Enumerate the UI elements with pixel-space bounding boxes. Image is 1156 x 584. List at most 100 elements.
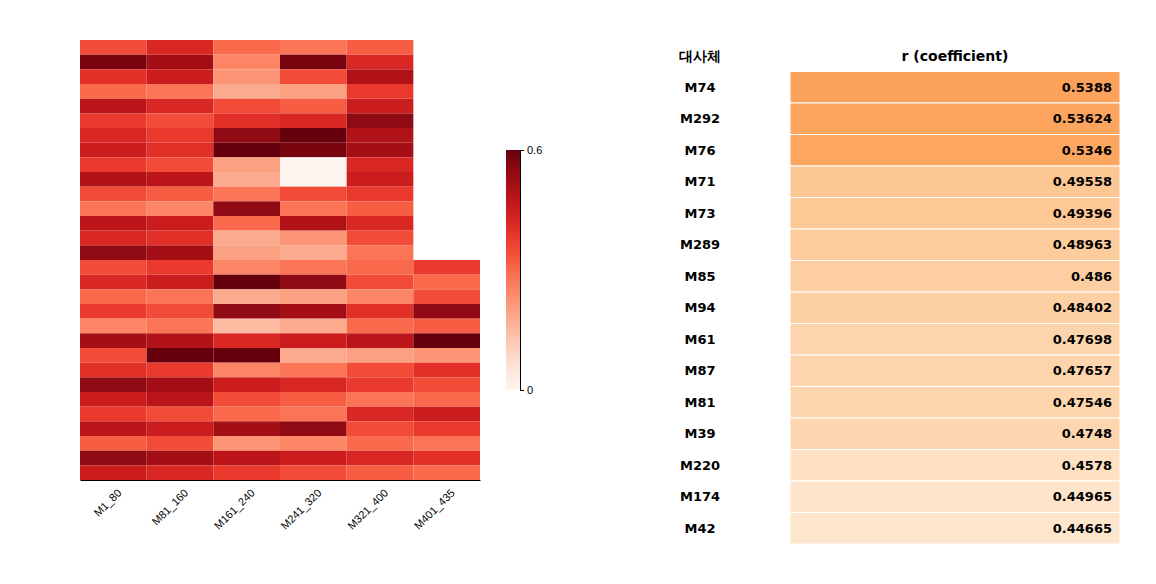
metabolite-label: M81 bbox=[684, 395, 715, 410]
heatmap-cell bbox=[280, 113, 347, 128]
heatmap-cell bbox=[280, 275, 347, 290]
heatmap-cell bbox=[347, 187, 414, 202]
heatmap-cell bbox=[413, 421, 480, 436]
heatmap-cell bbox=[280, 99, 347, 114]
heatmap-cell bbox=[213, 451, 280, 466]
value-cell bbox=[790, 135, 1120, 167]
heatmap-cell bbox=[213, 143, 280, 158]
heatmap-cell bbox=[213, 187, 280, 202]
heatmap-cell bbox=[213, 333, 280, 348]
metabolite-label: M73 bbox=[684, 206, 715, 221]
table: 대사체r (coefficient)M740.5388M2920.53624M7… bbox=[679, 48, 1120, 544]
heatmap-cell bbox=[80, 216, 147, 231]
metabolite-label: M94 bbox=[684, 300, 715, 315]
heatmap-cell bbox=[347, 157, 414, 172]
heatmap-cell bbox=[347, 377, 414, 392]
heatmap-cell bbox=[280, 465, 347, 480]
colorbar-tick: 0.6 bbox=[520, 144, 542, 156]
heatmap-cell bbox=[347, 289, 414, 304]
colorbar-tick-label: 0 bbox=[527, 384, 533, 396]
value-label: 0.44665 bbox=[1053, 521, 1112, 536]
heatmap-cell bbox=[80, 333, 147, 348]
heatmap-cell bbox=[80, 392, 147, 407]
x-tick-label: M81_160 bbox=[149, 487, 190, 528]
metabolite-label: M71 bbox=[684, 174, 715, 189]
heatmap-cell bbox=[280, 392, 347, 407]
heatmap-cell bbox=[280, 172, 347, 187]
heatmap-cell bbox=[147, 55, 214, 70]
value-cell bbox=[790, 481, 1120, 513]
heatmap-cell bbox=[213, 407, 280, 422]
metabolite-label: M87 bbox=[684, 363, 715, 378]
value-label: 0.5388 bbox=[1062, 80, 1112, 95]
value-cell bbox=[790, 229, 1120, 261]
x-tick: M81_160 bbox=[149, 480, 190, 527]
heatmap-cell bbox=[213, 275, 280, 290]
metabolite-label: M220 bbox=[680, 458, 720, 473]
heatmap-cell bbox=[80, 436, 147, 451]
heatmap-cell bbox=[80, 275, 147, 290]
heatmap-cell bbox=[280, 451, 347, 466]
value-label: 0.53624 bbox=[1053, 111, 1112, 126]
heatmap-cell bbox=[213, 40, 280, 55]
heatmap-cell bbox=[280, 333, 347, 348]
heatmap-cell bbox=[280, 289, 347, 304]
heatmap-cell bbox=[147, 187, 214, 202]
heatmap-cell bbox=[80, 465, 147, 480]
heatmap-cell bbox=[147, 348, 214, 363]
metabolite-label: M42 bbox=[684, 521, 715, 536]
heatmap-cell bbox=[347, 275, 414, 290]
x-tick: M321_400 bbox=[345, 480, 390, 532]
heatmap-cell bbox=[413, 377, 480, 392]
heatmap-cell bbox=[80, 55, 147, 70]
heatmap-cell bbox=[80, 69, 147, 84]
heatmap-cell bbox=[280, 319, 347, 334]
heatmap-cell bbox=[413, 275, 480, 290]
value-cell bbox=[790, 450, 1120, 482]
heatmap-cell bbox=[147, 216, 214, 231]
heatmap-cell bbox=[347, 99, 414, 114]
heatmap-cell bbox=[147, 319, 214, 334]
table-row: M870.47657 bbox=[684, 355, 1120, 387]
heatmap-cell bbox=[413, 363, 480, 378]
colorbar-axis-line bbox=[521, 151, 525, 391]
heatmap-cell bbox=[347, 436, 414, 451]
heatmap-cell bbox=[147, 333, 214, 348]
heatmap-cell bbox=[347, 113, 414, 128]
heatmap-cell bbox=[213, 289, 280, 304]
heatmap-cell bbox=[147, 275, 214, 290]
heatmap-cell bbox=[280, 128, 347, 143]
value-cell bbox=[790, 198, 1120, 230]
value-cell bbox=[790, 261, 1120, 293]
table-row: M810.47546 bbox=[684, 387, 1120, 419]
heatmap-cell bbox=[413, 333, 480, 348]
heatmap-cell bbox=[147, 84, 214, 99]
heatmap-cell bbox=[213, 231, 280, 246]
heatmap-cell bbox=[147, 99, 214, 114]
heatmap-cell bbox=[213, 421, 280, 436]
heatmap-cell bbox=[147, 157, 214, 172]
heatmap-cell bbox=[347, 231, 414, 246]
metabolite-label: M174 bbox=[680, 489, 720, 504]
heatmap-cell bbox=[347, 128, 414, 143]
heatmap-cell bbox=[80, 201, 147, 216]
heatmap-cell bbox=[280, 157, 347, 172]
table-row: M2200.4578 bbox=[680, 450, 1120, 482]
colorbar bbox=[506, 150, 520, 390]
heatmap-cell bbox=[80, 143, 147, 158]
heatmap-cell bbox=[80, 187, 147, 202]
heatmap-cell bbox=[280, 55, 347, 70]
heatmap-cell bbox=[147, 143, 214, 158]
metabolite-label: M61 bbox=[684, 332, 715, 347]
heatmap-cell bbox=[347, 216, 414, 231]
heatmap-cell bbox=[347, 40, 414, 55]
value-cell bbox=[790, 324, 1120, 356]
heatmap-cell bbox=[80, 304, 147, 319]
heatmap-cell bbox=[213, 172, 280, 187]
heatmap-cell bbox=[347, 421, 414, 436]
heatmap-cell bbox=[80, 348, 147, 363]
heatmap-cell bbox=[80, 172, 147, 187]
heatmap-cell bbox=[80, 260, 147, 275]
x-tick: M161_240 bbox=[212, 480, 257, 532]
heatmap-cell bbox=[80, 319, 147, 334]
